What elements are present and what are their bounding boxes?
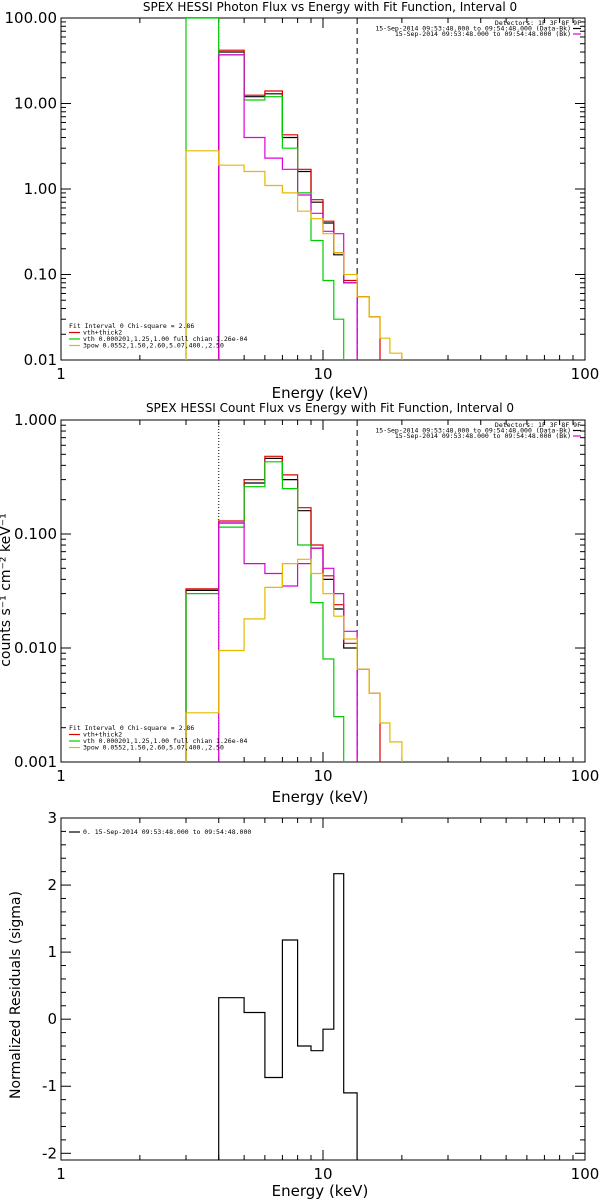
- legend-right-entry: Detectors: 1F 3F 8F 9F: [495, 421, 581, 429]
- x-tick-label: 100: [571, 1165, 600, 1183]
- x-tick-label: 10: [313, 365, 332, 383]
- y-tick-label: 1: [47, 943, 57, 961]
- y-tick-label: 100.00: [5, 9, 58, 27]
- series-group: [185, 455, 403, 762]
- y-tick-label: 0.01: [24, 351, 57, 369]
- legend-left-entry: vth 0.000201,1.25,1.00 full chian 1.26e-…: [83, 737, 247, 745]
- x-tick-label: 100: [571, 767, 600, 785]
- series-0-line: [218, 51, 358, 360]
- residuals-ylabel: Normalized Residuals (sigma): [8, 891, 24, 1099]
- x-tick-label: 100: [571, 365, 600, 383]
- legend-left-entry: 3pow 0.0552,1.50,2.60,5.07,400.,2.50: [83, 744, 224, 752]
- series-group: [185, 18, 403, 360]
- y-tick-label: 3: [47, 809, 57, 827]
- series-2-line: [185, 461, 345, 762]
- legend-left-entry: vth+thick2: [83, 329, 122, 337]
- x-tick-label: 10: [313, 767, 332, 785]
- series-3-line: [218, 522, 358, 762]
- legend-left-entry: Fit Interval 0 Chi-square = 2.86: [69, 322, 194, 330]
- photon-flux-xlabel: Energy (keV): [272, 384, 369, 402]
- legend-right-entry: 15-Sep-2014 09:53:48.000 to 09:54:48.000…: [375, 427, 571, 435]
- legend-left-entry: 3pow 0.0552,1.50,2.60,5.07,400.,2.50: [83, 342, 224, 350]
- y-tick-label: 10.00: [14, 95, 57, 113]
- legend-right-entry: 15-Sep-2014 09:53:48.000 to 09:54:48.000…: [375, 25, 571, 33]
- y-tick-label: 1.000: [14, 411, 57, 429]
- y-tick-label: 1.00: [24, 180, 57, 198]
- legend-left-entry: vth+thick2: [83, 731, 122, 739]
- count-flux-xlabel: Energy (keV): [272, 788, 369, 806]
- legend-left-entry: Fit Interval 0 Chi-square = 2.86: [69, 724, 194, 732]
- y-tick-label: 2: [47, 876, 57, 894]
- x-tick-label: 1: [56, 365, 66, 383]
- y-tick-label: 0: [47, 1010, 57, 1028]
- x-tick-label: 1: [56, 767, 66, 785]
- legend-left-entry: vth 0.000201,1.25,1.00 full chian 1.26e-…: [83, 335, 247, 343]
- count-flux-ylabel: counts s⁻¹ cm⁻² keV⁻¹: [0, 513, 14, 667]
- residuals-xlabel: Energy (keV): [272, 1182, 369, 1200]
- photon-flux-title: SPEX HESSI Photon Flux vs Energy with Fi…: [143, 0, 517, 14]
- y-tick-label: 0.100: [14, 525, 57, 543]
- y-tick-label: 0.001: [14, 753, 57, 771]
- legend-right-entry: 15-Sep-2014 09:53:48.000 to 09:54:48.000…: [395, 432, 571, 440]
- photon-flux-panel: SPEX HESSI Photon Flux vs Energy with Fi…: [5, 0, 600, 402]
- residuals-panel: Energy (keV) Normalized Residuals (sigma…: [8, 809, 599, 1200]
- legend-right-entry: 15-Sep-2014 09:53:48.000 to 09:54:48.000…: [395, 30, 571, 38]
- legend-left-entry: 0. 15-Sep-2014 09:53:48.000 to 09:54:48.…: [83, 828, 251, 836]
- y-tick-label: 0.10: [24, 266, 57, 284]
- y-tick-label: -1: [42, 1077, 57, 1095]
- series-group: [218, 873, 358, 1160]
- series-3-line: [218, 54, 358, 360]
- count-flux-title: SPEX HESSI Count Flux vs Energy with Fit…: [146, 401, 514, 415]
- series-4-line: [185, 558, 403, 762]
- legend-right-entry: Detectors: 1F 3F 8F 9F: [495, 19, 581, 27]
- count-flux-panel: SPEX HESSI Count Flux vs Energy with Fit…: [0, 401, 599, 806]
- y-tick-label: 0.010: [14, 639, 57, 657]
- series-4-line: [185, 150, 403, 360]
- x-tick-label: 10: [313, 1165, 332, 1183]
- x-tick-label: 1: [56, 1165, 66, 1183]
- series-0-line: [218, 873, 358, 1160]
- y-tick-label: -2: [42, 1144, 57, 1162]
